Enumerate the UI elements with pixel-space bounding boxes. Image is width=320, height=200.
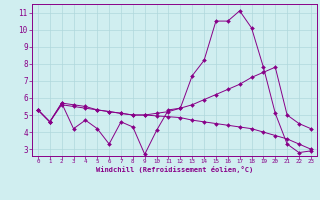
- X-axis label: Windchill (Refroidissement éolien,°C): Windchill (Refroidissement éolien,°C): [96, 166, 253, 173]
